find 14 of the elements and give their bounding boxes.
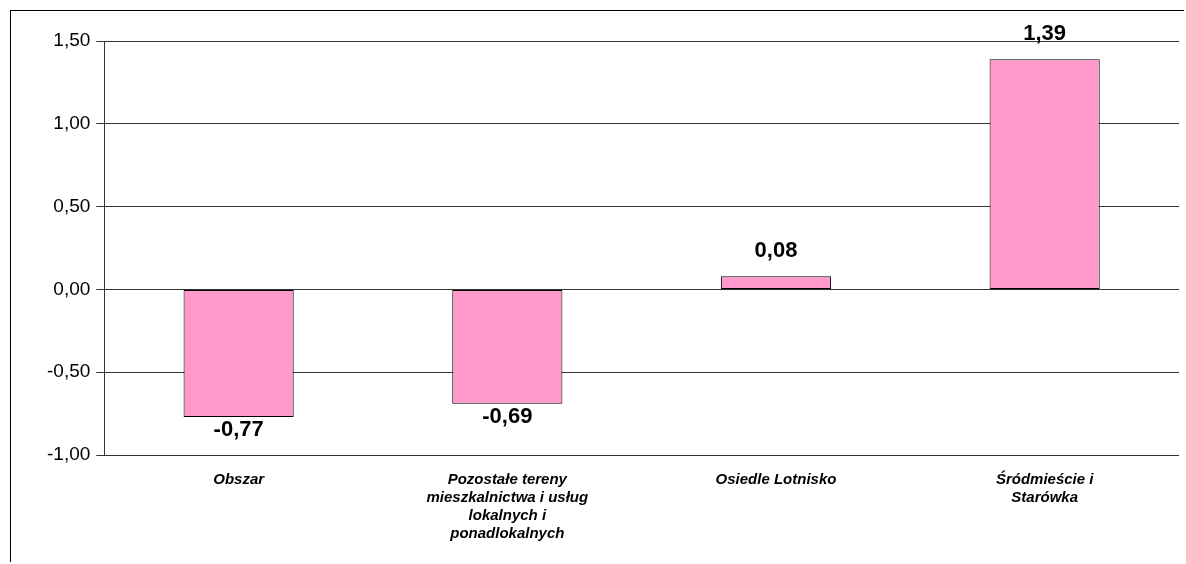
y-tick-label: 0,00 bbox=[53, 277, 91, 299]
data-label: -0,69 bbox=[482, 402, 533, 428]
x-tick-label: Obszar bbox=[213, 470, 266, 488]
y-tick-label: -1,00 bbox=[46, 443, 91, 465]
x-tick-label: Pozostałe tereny mieszkalnictwa i usług lokalnych i ponadlokalnych bbox=[426, 470, 589, 542]
y-tick-label: 1,00 bbox=[53, 112, 91, 134]
data-label: 1,39 bbox=[1023, 20, 1067, 46]
y-tick-label: 0,50 bbox=[53, 194, 91, 216]
x-tick-label: Osiedle Lotnisko bbox=[715, 470, 837, 488]
data-label: -0,77 bbox=[213, 415, 264, 441]
x-tick-label: Śródmieście i Starówka bbox=[995, 470, 1095, 506]
y-tick-label: -0,50 bbox=[46, 360, 91, 382]
y-tick-label: 1,50 bbox=[53, 29, 91, 51]
data-label: 0,08 bbox=[754, 237, 798, 263]
